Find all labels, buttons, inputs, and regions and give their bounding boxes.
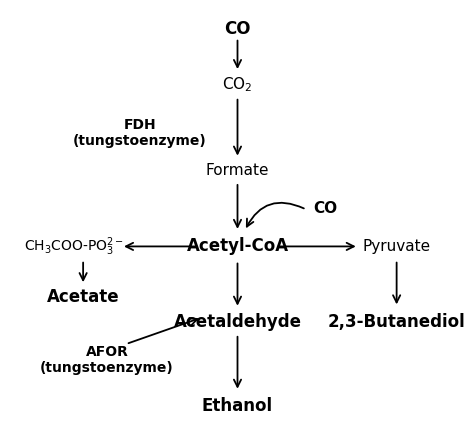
Text: 2,3-Butanediol: 2,3-Butanediol: [328, 313, 466, 331]
Text: CH$_3$COO-PO$_3^{2-}$: CH$_3$COO-PO$_3^{2-}$: [24, 235, 124, 258]
Text: Acetaldehyde: Acetaldehyde: [173, 313, 302, 331]
Text: Acetate: Acetate: [47, 289, 119, 306]
Text: CO: CO: [224, 20, 251, 38]
Text: Formate: Formate: [206, 163, 269, 178]
Text: AFOR
(tungstoenzyme): AFOR (tungstoenzyme): [40, 345, 174, 375]
Text: CO: CO: [314, 201, 337, 216]
Text: CO$_2$: CO$_2$: [222, 75, 253, 94]
Text: FDH
(tungstoenzyme): FDH (tungstoenzyme): [73, 118, 207, 148]
Text: Acetyl-CoA: Acetyl-CoA: [186, 238, 289, 255]
Text: Ethanol: Ethanol: [202, 397, 273, 415]
Text: Pyruvate: Pyruvate: [362, 239, 431, 254]
